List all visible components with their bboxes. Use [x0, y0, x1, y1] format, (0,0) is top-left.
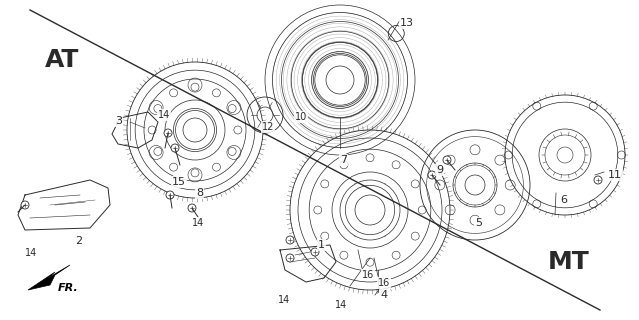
Text: FR.: FR. [58, 283, 79, 293]
Text: 5: 5 [475, 218, 482, 228]
Text: 14: 14 [278, 295, 290, 305]
Circle shape [428, 171, 436, 179]
Circle shape [171, 144, 179, 152]
Text: 10: 10 [295, 112, 307, 122]
Text: 14: 14 [192, 218, 204, 228]
Text: 3: 3 [115, 116, 122, 126]
Circle shape [164, 129, 172, 137]
Polygon shape [28, 265, 70, 290]
Circle shape [21, 201, 29, 209]
Text: 8: 8 [196, 188, 203, 198]
Text: 14: 14 [335, 300, 347, 310]
Text: 1: 1 [318, 240, 325, 250]
Text: 7: 7 [340, 155, 347, 165]
Text: 15: 15 [172, 177, 186, 187]
Circle shape [286, 236, 294, 244]
Text: 12: 12 [262, 122, 274, 132]
Text: 2: 2 [75, 236, 82, 246]
Circle shape [166, 191, 174, 199]
Text: 13: 13 [400, 18, 414, 28]
Text: MT: MT [548, 250, 590, 274]
Text: 14: 14 [158, 110, 170, 120]
Text: 16: 16 [362, 270, 374, 280]
Text: 6: 6 [560, 195, 567, 205]
Circle shape [188, 204, 196, 212]
Text: 9: 9 [436, 165, 443, 175]
Circle shape [286, 254, 294, 262]
Text: 4: 4 [380, 290, 387, 300]
Text: 16: 16 [378, 278, 390, 288]
Circle shape [311, 248, 319, 256]
Text: AT: AT [45, 48, 79, 72]
Text: 11: 11 [608, 170, 622, 180]
Circle shape [594, 176, 602, 184]
Text: 14: 14 [25, 248, 37, 258]
Circle shape [443, 156, 451, 164]
